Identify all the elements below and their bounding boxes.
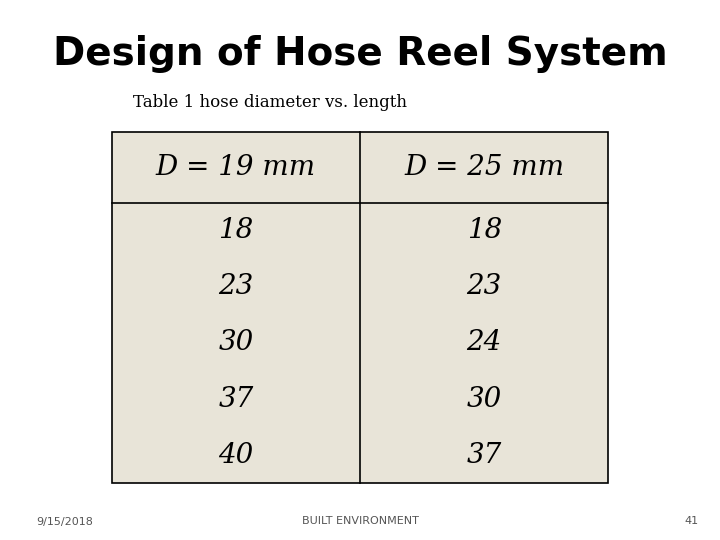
Text: 41: 41 (684, 516, 698, 526)
Text: 18: 18 (467, 217, 502, 244)
Text: 37: 37 (218, 386, 253, 413)
Text: Table 1 hose diameter vs. length: Table 1 hose diameter vs. length (133, 94, 407, 111)
FancyBboxPatch shape (112, 132, 608, 483)
Text: D = 19 mm: D = 19 mm (156, 154, 316, 181)
Text: D = 25 mm: D = 25 mm (404, 154, 564, 181)
Text: 23: 23 (218, 273, 253, 300)
Text: 30: 30 (218, 329, 253, 356)
Text: 23: 23 (467, 273, 502, 300)
Text: 9/15/2018: 9/15/2018 (36, 516, 93, 526)
Text: 24: 24 (467, 329, 502, 356)
Text: 30: 30 (467, 386, 502, 413)
Text: 40: 40 (218, 442, 253, 469)
Text: Design of Hose Reel System: Design of Hose Reel System (53, 35, 667, 73)
Text: 18: 18 (218, 217, 253, 244)
Text: 37: 37 (467, 442, 502, 469)
Text: BUILT ENVIRONMENT: BUILT ENVIRONMENT (302, 516, 418, 526)
